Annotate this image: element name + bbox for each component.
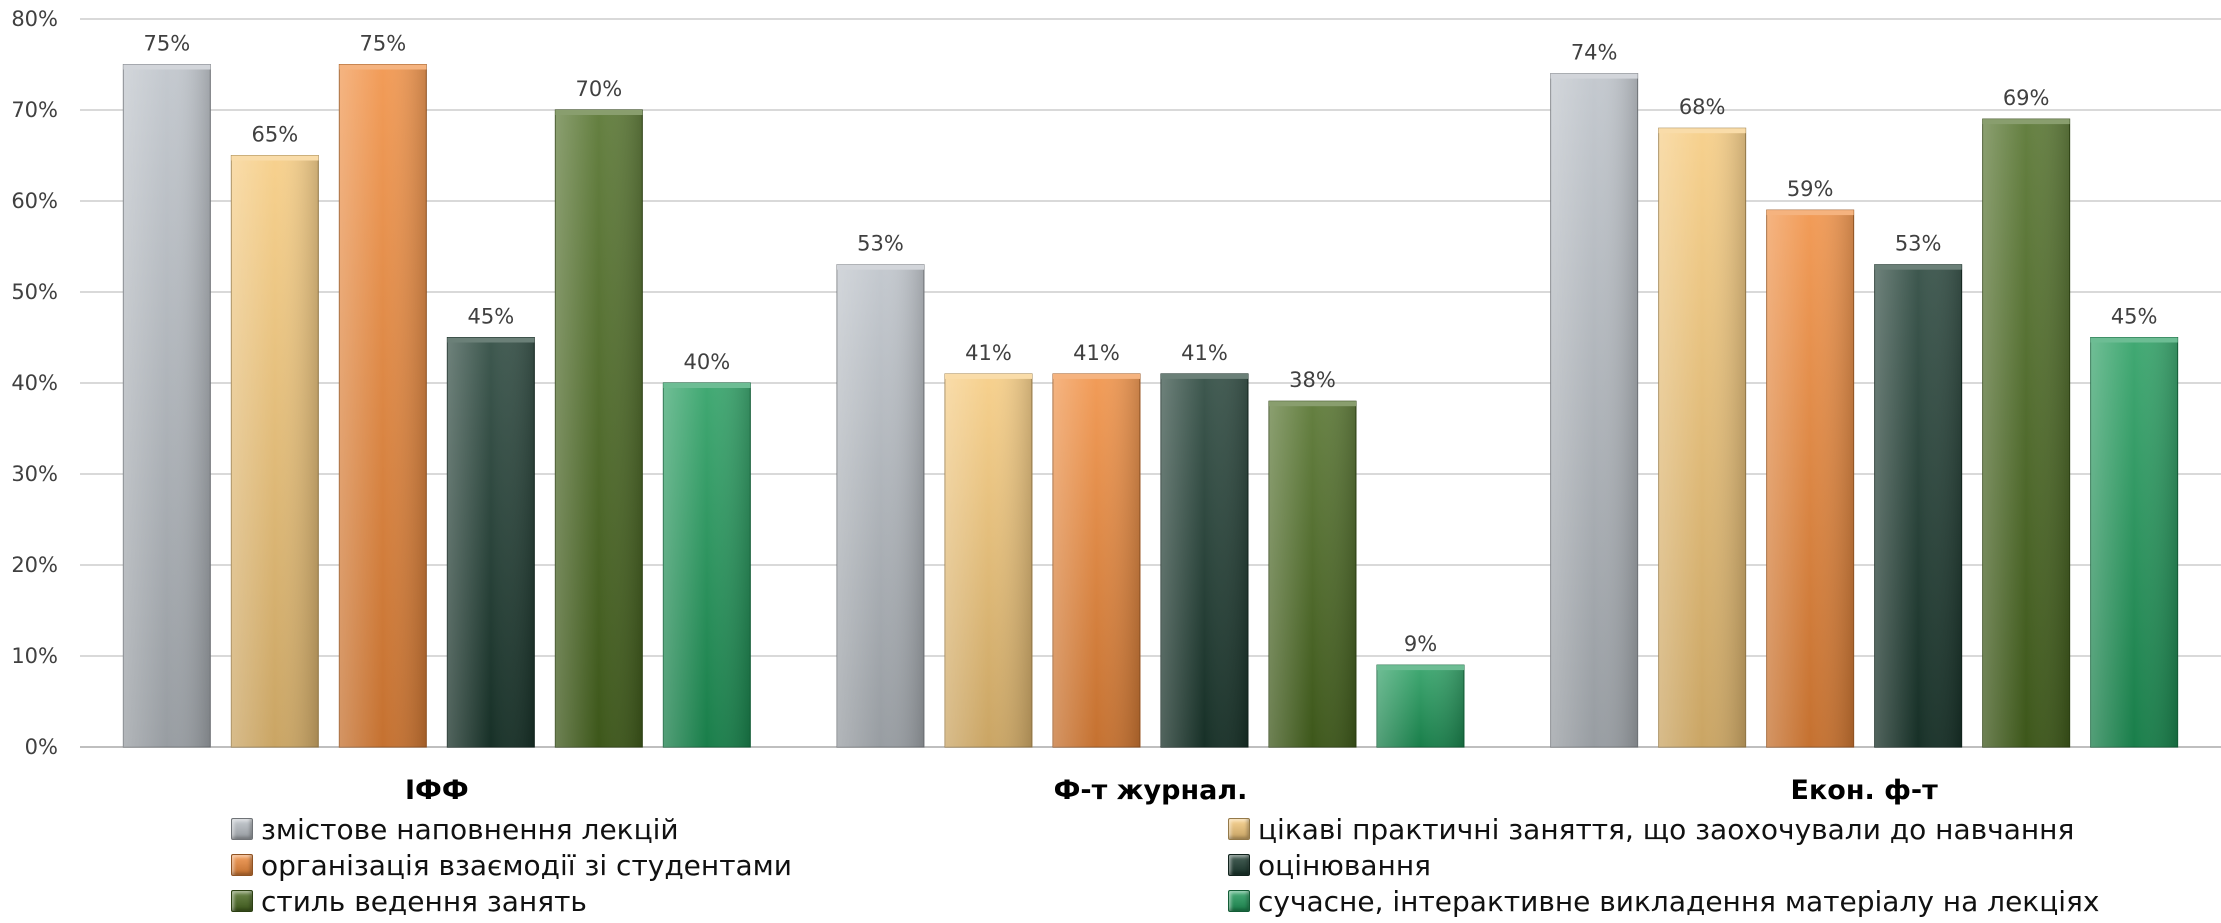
data-label: 45% <box>2111 305 2158 329</box>
legend-item: стиль ведення занять <box>231 884 587 918</box>
data-label: 68% <box>1679 95 1726 119</box>
legend-swatch <box>1228 890 1250 912</box>
legend-label: стиль ведення занять <box>261 884 587 918</box>
bar-top <box>1874 264 1962 270</box>
bar-top <box>1269 401 1356 407</box>
data-label: 45% <box>467 305 514 329</box>
data-label: 74% <box>1571 41 1618 65</box>
legend-swatch <box>231 818 253 840</box>
y-tick-label: 0% <box>25 735 58 759</box>
legend-label: цікаві практичні заняття, що заохочували… <box>1258 812 2075 846</box>
y-tick-label: 80% <box>11 7 58 31</box>
bar-top <box>945 373 1032 379</box>
data-label: 75% <box>359 32 406 56</box>
bar-top <box>339 64 427 70</box>
data-label: 65% <box>251 123 298 147</box>
bar-shine <box>339 64 427 747</box>
legend-item: змістове наповнення лекцій <box>231 812 679 846</box>
bar-top <box>555 110 643 115</box>
y-tick-label: 60% <box>11 189 58 213</box>
bar-shine <box>123 64 211 747</box>
legend-label: оцінювання <box>1258 848 1431 882</box>
data-label: 59% <box>1787 177 1834 201</box>
bar-top <box>1377 665 1464 671</box>
bar-top <box>837 264 924 270</box>
legend-item: оцінювання <box>1228 848 1431 882</box>
legend-swatch <box>231 890 253 912</box>
y-tick-label: 20% <box>11 553 58 577</box>
data-labels: 75% 65% 75% 45% 70% 40% 53% 41% 41% 41% 38% 9% 74% 68… <box>143 32 2157 657</box>
bar-shine <box>945 373 1032 747</box>
legend-label: змістове наповнення лекцій <box>261 812 679 846</box>
legend-item: організація взаємодії зі студентами <box>231 848 792 882</box>
data-label: 75% <box>143 32 190 56</box>
legend-label: організація взаємодії зі студентами <box>261 848 793 882</box>
data-label: 40% <box>683 350 730 374</box>
bar-shine <box>837 264 924 747</box>
bars <box>122 64 2179 748</box>
bar-top <box>231 155 319 161</box>
bar-shine <box>1550 73 1638 748</box>
bar-top <box>123 64 211 70</box>
legend-item: цікаві практичні заняття, що заохочували… <box>1228 812 2074 846</box>
legend: змістове наповнення лекцій цікаві практич… <box>0 812 2221 922</box>
y-tick-label: 50% <box>11 280 58 304</box>
legend-item: сучасне, інтерактивне викладення матеріа… <box>1228 884 2099 918</box>
bar-shine <box>231 155 319 747</box>
bar-shine <box>555 110 643 747</box>
gridlines <box>80 18 2221 748</box>
y-tick-label: 10% <box>11 644 58 668</box>
bar-top <box>1658 128 1746 134</box>
bar-top <box>1550 73 1638 79</box>
data-label: 53% <box>1895 232 1942 256</box>
bar-shine <box>1053 373 1140 747</box>
data-label: 70% <box>575 77 622 101</box>
data-label: 41% <box>1181 341 1228 365</box>
category-labels: ІФФ Ф-т журнал. Екон. ф-т <box>405 775 1938 806</box>
category-label: Ф-т журнал. <box>1054 775 1248 806</box>
y-axis-ticks: 0% 10% 20% 30% 40% 50% 60% 70% 80% <box>11 7 58 759</box>
bar-shine <box>447 337 535 747</box>
bar-shine <box>1269 401 1356 747</box>
bar-top <box>1161 373 1248 379</box>
bar-shine <box>1377 665 1464 747</box>
legend-swatch <box>1228 818 1250 840</box>
bar-top <box>447 337 535 343</box>
bar-top <box>1053 373 1140 379</box>
bar-top <box>1982 119 2070 125</box>
bar-shine <box>663 383 751 747</box>
y-tick-label: 70% <box>11 98 58 122</box>
category-label: ІФФ <box>405 775 469 806</box>
data-label: 9% <box>1404 632 1437 656</box>
legend-swatch <box>231 854 253 876</box>
data-label: 41% <box>1073 341 1120 365</box>
category-label: Екон. ф-т <box>1791 775 1939 806</box>
data-label: 41% <box>965 341 1012 365</box>
legend-swatch <box>1228 854 1250 876</box>
bar-shine <box>1658 128 1746 747</box>
legend-label: сучасне, інтерактивне викладення матеріа… <box>1258 884 2100 918</box>
bar-shine <box>1982 119 2070 748</box>
bar-top <box>663 383 751 388</box>
y-tick-label: 40% <box>11 371 58 395</box>
bar-top <box>2090 337 2178 343</box>
data-label: 38% <box>1289 368 1336 392</box>
bar-shine <box>1766 210 1854 748</box>
bar-top <box>1766 210 1854 216</box>
data-label: 53% <box>857 232 904 256</box>
bar-shine <box>1874 264 1962 747</box>
data-label: 69% <box>2003 86 2050 110</box>
bar-shine <box>2090 337 2178 747</box>
bar-chart: 0%10%20%30%40%50%60%70%80% 75%65%75%45%7… <box>11 7 2221 806</box>
bar-shine <box>1161 373 1248 747</box>
y-tick-label: 30% <box>11 462 58 486</box>
